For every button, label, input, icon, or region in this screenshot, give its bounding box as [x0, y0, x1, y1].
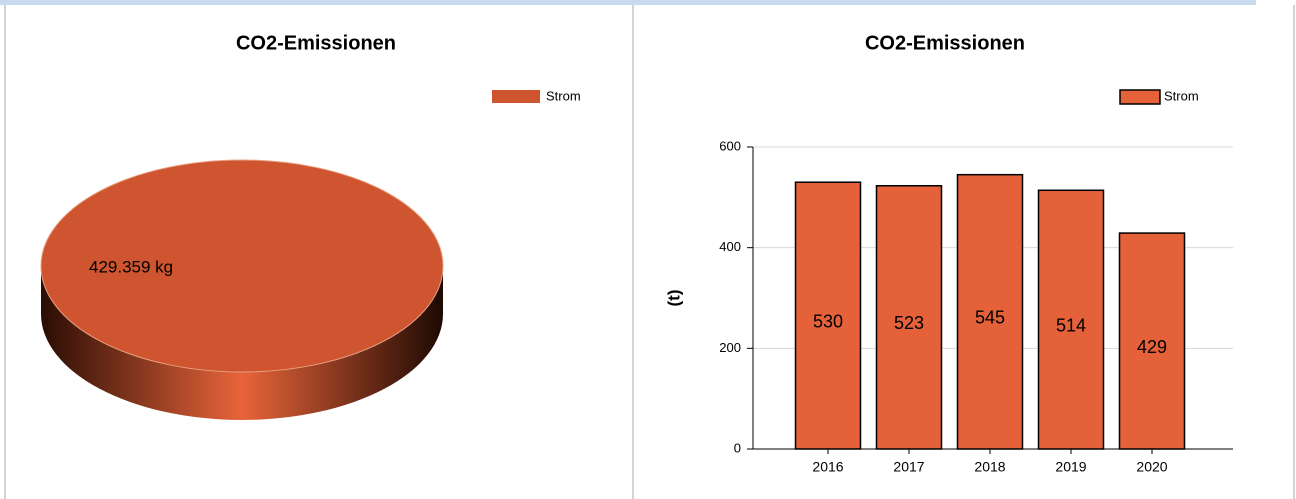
pie-side [41, 266, 443, 420]
x-tick-label: 2020 [1136, 459, 1167, 475]
data-label: 429.359 kg [89, 257, 173, 276]
legend-swatch [492, 90, 540, 103]
data-label: 545 [975, 308, 1005, 328]
data-label: 530 [813, 311, 843, 331]
top-bar [0, 0, 1256, 5]
legend-label: Strom [1164, 88, 1199, 103]
chart-title: CO2-Emissionen [236, 32, 396, 54]
data-label: 429 [1137, 337, 1167, 357]
chart-title: CO2-Emissionen [865, 32, 1025, 54]
pie-slice [40, 159, 444, 373]
legend-swatch [1119, 89, 1161, 105]
x-tick-label: 2019 [1055, 459, 1086, 475]
x-tick-label: 2016 [812, 459, 843, 475]
data-label: 514 [1056, 315, 1086, 335]
y-tick-label: 600 [719, 138, 741, 153]
bar [1037, 189, 1105, 450]
data-label: 523 [894, 313, 924, 333]
y-tick-label: 200 [719, 340, 741, 355]
y-tick-label: 400 [719, 239, 741, 254]
y-axis-label: (t) [664, 290, 683, 307]
y-tick-label: 0 [734, 440, 741, 455]
bar [794, 181, 862, 450]
bar [875, 185, 943, 450]
x-tick-label: 2017 [893, 459, 924, 475]
bar [956, 173, 1024, 450]
legend-label: Strom [546, 88, 581, 103]
bar [1118, 232, 1186, 450]
x-tick-label: 2018 [974, 459, 1005, 475]
